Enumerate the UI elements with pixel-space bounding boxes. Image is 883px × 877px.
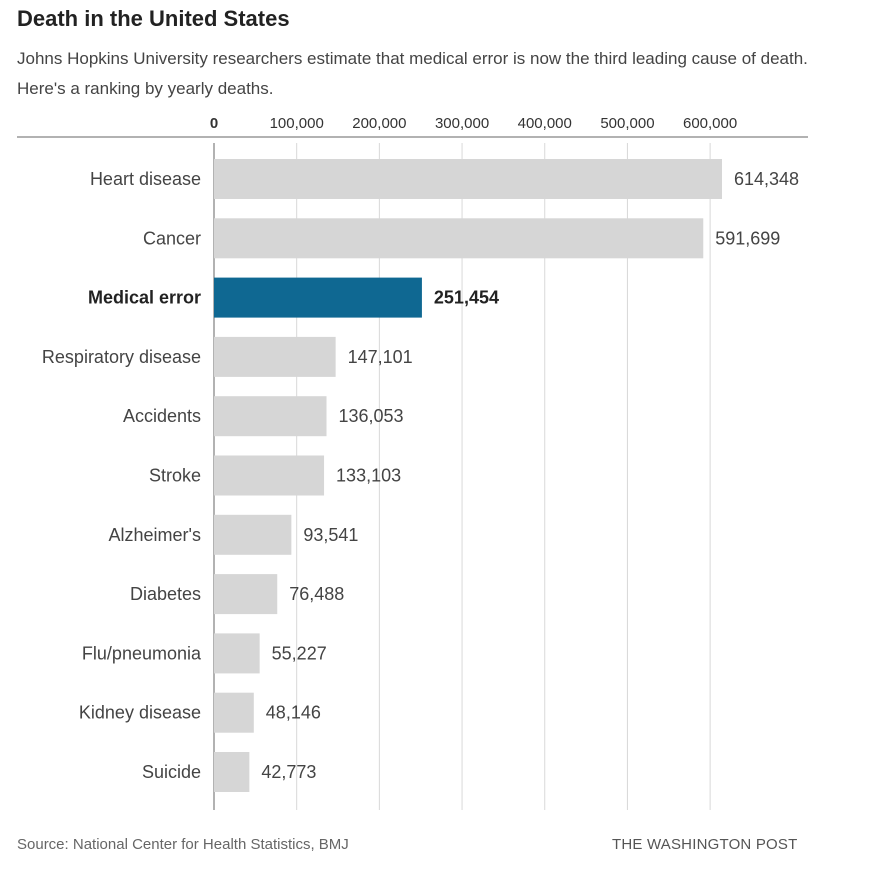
source-note: Source: National Center for Health Stati… [17,836,349,853]
bar [214,218,704,259]
bar [214,396,327,437]
category-label: Stroke [149,466,201,486]
category-label: Respiratory disease [42,347,201,367]
tick-label: 500,000 [600,115,654,132]
category-label: Kidney disease [79,703,201,723]
value-label: 251,454 [434,288,499,308]
category-label: Suicide [142,762,201,782]
value-label: 147,101 [348,347,413,367]
tick-label: 100,000 [270,115,324,132]
bar [214,159,722,199]
bar [214,692,254,733]
chart-subtitle: Johns Hopkins University researchers est… [17,49,808,98]
category-label: Medical error [88,288,201,308]
bar [214,633,260,674]
bar [214,574,278,615]
category-label: Cancer [143,228,201,248]
tick-label: 200,000 [352,115,406,132]
category-label: Heart disease [90,169,201,189]
value-label: 55,227 [272,643,327,663]
bar [214,455,325,496]
category-label: Alzheimer's [109,525,201,545]
value-label: 93,541 [303,525,358,545]
category-label: Diabetes [130,584,201,604]
tick-label: 0 [210,115,218,132]
category-label: Accidents [123,406,201,426]
tick-label: 400,000 [518,115,572,132]
tick-label: 600,000 [683,115,737,132]
chart-title: Death in the United States [17,6,290,31]
publisher-credit: THE WASHINGTON POST [612,836,798,853]
category-label: Flu/pneumonia [82,643,202,663]
value-label: 591,699 [715,228,780,248]
value-label: 48,146 [266,703,321,723]
bar-highlighted [214,277,422,318]
bar [214,752,250,792]
value-label: 133,103 [336,466,401,486]
value-label: 76,488 [289,584,344,604]
value-label: 42,773 [261,762,316,782]
value-label: 136,053 [338,406,403,426]
bar [214,514,292,555]
bar [214,336,336,377]
value-label: 614,348 [734,169,799,189]
tick-label: 300,000 [435,115,489,132]
